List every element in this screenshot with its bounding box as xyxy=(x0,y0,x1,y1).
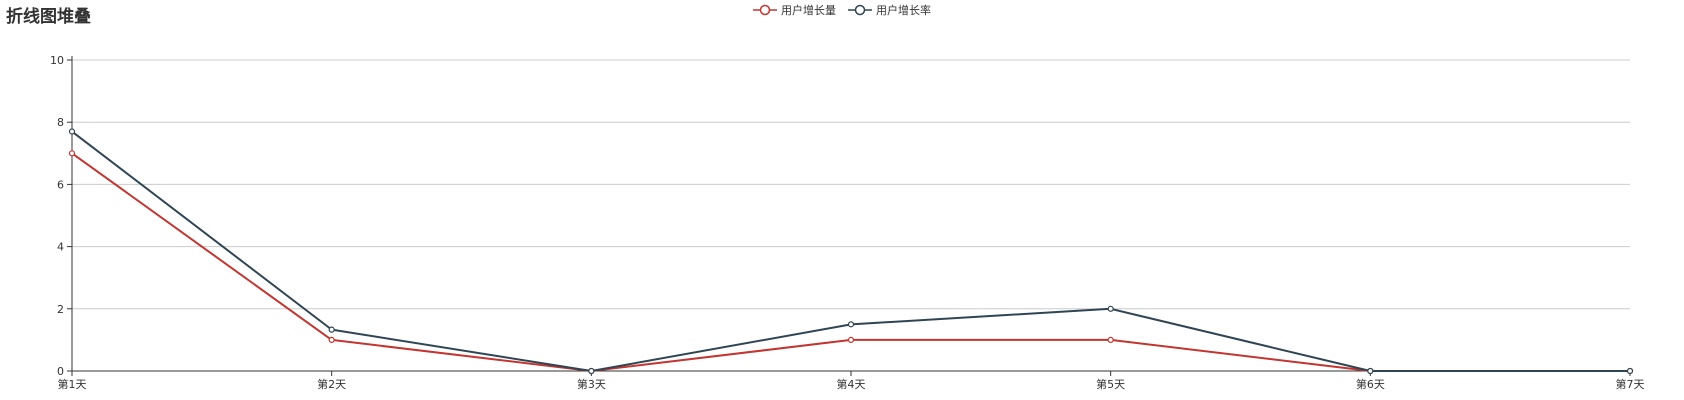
x-tick-label-6: 第7天 xyxy=(1616,377,1645,391)
y-tick-label-2: 4 xyxy=(57,241,64,254)
x-tick-label-0: 第1天 xyxy=(58,377,87,391)
y-tick-label-3: 6 xyxy=(57,178,64,191)
y-tick-label-4: 8 xyxy=(57,116,64,129)
legend-label: 用户增长量 xyxy=(781,4,836,17)
y-tick-label-5: 10 xyxy=(50,54,64,67)
legend-item-1[interactable]: 用户增长率 xyxy=(848,2,931,18)
data-point-1-5[interactable] xyxy=(1367,367,1374,375)
data-point-0-0[interactable] xyxy=(68,150,76,157)
data-point-0-4[interactable] xyxy=(1107,336,1114,343)
x-tick-label-4: 第5天 xyxy=(1096,377,1125,391)
legend: 用户增长量 用户增长率 xyxy=(0,2,1684,18)
legend-item-0[interactable]: 用户增长量 xyxy=(753,2,836,18)
series-line-1 xyxy=(71,130,1630,372)
y-tick-label-0: 0 xyxy=(57,365,64,378)
legend-marker-icon xyxy=(848,4,872,16)
data-point-1-0[interactable] xyxy=(68,128,76,135)
data-point-1-1[interactable] xyxy=(328,326,335,333)
data-point-0-1[interactable] xyxy=(328,336,335,343)
x-tick-label-3: 第4天 xyxy=(837,377,866,391)
y-tick-label-1: 2 xyxy=(57,303,64,316)
chart-title: 折线图堆叠 xyxy=(6,7,91,27)
data-point-0-3[interactable] xyxy=(847,336,855,343)
legend-label: 用户增长率 xyxy=(876,4,931,17)
x-tick-label-5: 第6天 xyxy=(1356,377,1385,391)
data-point-1-6[interactable] xyxy=(1626,367,1634,375)
legend-marker-icon xyxy=(753,4,777,16)
data-point-1-2[interactable] xyxy=(588,367,595,375)
data-point-1-3[interactable] xyxy=(847,321,855,328)
x-tick-label-2: 第3天 xyxy=(577,377,606,391)
data-point-1-4[interactable] xyxy=(1107,305,1114,312)
x-tick-label-1: 第2天 xyxy=(317,377,346,391)
